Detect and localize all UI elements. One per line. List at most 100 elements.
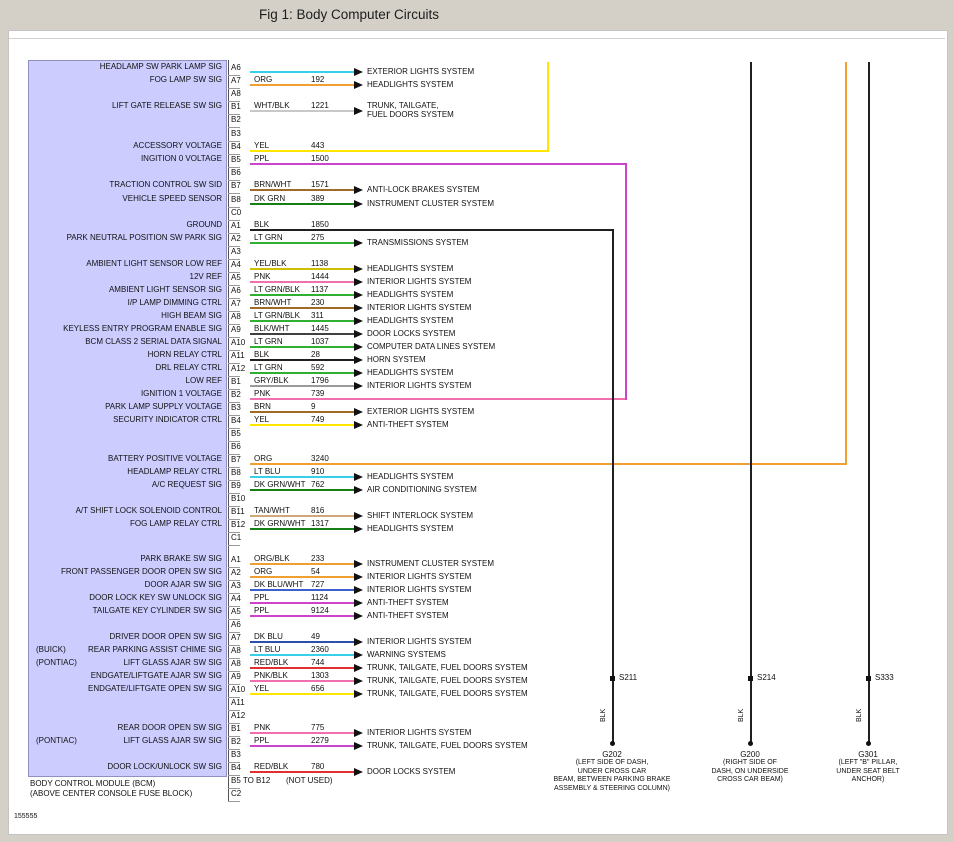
wire-color-label: RED/BLK bbox=[254, 658, 289, 667]
wire-line bbox=[250, 463, 847, 465]
pin-label: A3 bbox=[231, 247, 241, 256]
pin-label: B3 bbox=[231, 128, 241, 138]
pin-tick bbox=[228, 402, 240, 403]
signal-label: PARK BRAKE SW SIG bbox=[140, 554, 222, 563]
signal-label: HIGH BEAM SIG bbox=[161, 311, 222, 320]
connector-label: C2 bbox=[231, 789, 242, 798]
pin-label: A4 bbox=[231, 260, 241, 269]
signal-label: VEHICLE SPEED SENSOR bbox=[122, 193, 222, 203]
signal-label: INGITION 0 VOLTAGE bbox=[140, 153, 222, 163]
pin-tick bbox=[228, 671, 240, 672]
wire-arrow-icon bbox=[354, 186, 363, 195]
destination-label: INTERIOR LIGHTS SYSTEM bbox=[367, 572, 472, 581]
pin-tick bbox=[228, 285, 240, 286]
pin-tick bbox=[228, 153, 240, 155]
pin-tick bbox=[228, 140, 240, 142]
destination-label: TRUNK, TAILGATE, FUEL DOORS SYSTEM bbox=[367, 663, 528, 672]
circuit-number: 1850 bbox=[311, 220, 329, 229]
wire-arrow-icon bbox=[354, 573, 363, 581]
wire-line bbox=[250, 333, 354, 335]
wire-line bbox=[250, 162, 627, 165]
pin-tick bbox=[228, 272, 240, 273]
circuit-number: 775 bbox=[311, 723, 325, 732]
wire-color-label: LT GRN/BLK bbox=[254, 311, 300, 320]
wire-color-label: DK GRN/WHT bbox=[254, 480, 306, 489]
wire-arrow-icon bbox=[354, 408, 363, 416]
wire-line bbox=[250, 667, 354, 669]
circuit-number: 311 bbox=[311, 311, 324, 320]
pin-label: A5 bbox=[231, 273, 241, 282]
circuit-number: 389 bbox=[311, 193, 325, 203]
pin-tick bbox=[228, 376, 240, 377]
destination-label: EXTERIOR LIGHTS SYSTEM bbox=[367, 66, 475, 76]
signal-label: 12V REF bbox=[189, 272, 222, 281]
destination-label: SHIFT INTERLOCK SYSTEM bbox=[367, 511, 474, 520]
pin-tick bbox=[228, 180, 240, 182]
signal-label: A/T SHIFT LOCK SOLENOID CONTROL bbox=[75, 506, 222, 515]
pin-label: B4 bbox=[231, 141, 241, 151]
wire-arrow-icon bbox=[354, 768, 363, 776]
pin-tick bbox=[228, 74, 240, 76]
pin-tick bbox=[228, 363, 240, 364]
pin-tick bbox=[228, 389, 240, 390]
wire-line bbox=[250, 202, 354, 205]
pin-tick bbox=[228, 632, 240, 633]
destination-label: INTERIOR LIGHTS SYSTEM bbox=[367, 585, 472, 594]
pin-label: B1 bbox=[231, 377, 241, 386]
wire-line bbox=[250, 745, 354, 747]
signal-label: FRONT PASSENGER DOOR OPEN SW SIG bbox=[60, 567, 222, 576]
circuit-number: 592 bbox=[311, 363, 325, 372]
pin-tick bbox=[228, 219, 240, 221]
wire-arrow-icon bbox=[354, 690, 363, 698]
splice-label: S211 bbox=[619, 673, 638, 682]
wire-color-label: DK BLU/WHT bbox=[254, 580, 304, 589]
circuit-number: 656 bbox=[311, 684, 325, 693]
pin-tick bbox=[228, 532, 240, 533]
circuit-number: 780 bbox=[311, 762, 325, 771]
destination-label: INTERIOR LIGHTS SYSTEM bbox=[367, 637, 472, 646]
circuit-number: 1445 bbox=[311, 324, 329, 333]
orange-bus bbox=[845, 62, 847, 465]
destination-label: TRUNK, TAILGATE, FUEL DOORS SYSTEM bbox=[367, 676, 528, 685]
pin-tick bbox=[228, 441, 240, 442]
pin-label: A6 bbox=[231, 62, 241, 72]
wire-color-label: LT BLU bbox=[254, 645, 281, 654]
pin-label: B9 bbox=[231, 481, 241, 490]
pin-tick bbox=[228, 114, 240, 116]
destination-label: INTERIOR LIGHTS SYSTEM bbox=[367, 728, 472, 737]
wire-line bbox=[250, 489, 354, 491]
signal-label: I/P LAMP DIMMING CTRL bbox=[127, 298, 222, 307]
circuit-number: 1500 bbox=[311, 153, 329, 163]
pin-tick bbox=[228, 788, 240, 789]
wire-line bbox=[250, 242, 354, 244]
pin-label: B1 bbox=[231, 724, 241, 733]
ground-label: G301 bbox=[858, 750, 878, 759]
pin-tick bbox=[228, 127, 240, 129]
pin-tick bbox=[228, 206, 240, 208]
wire-color-label: PPL bbox=[254, 153, 270, 163]
circuit-number: 54 bbox=[311, 567, 320, 576]
circuit-number: 192 bbox=[311, 74, 325, 84]
wire-line bbox=[250, 70, 354, 73]
circuit-number: 744 bbox=[311, 658, 325, 667]
not-used-note: (NOT USED) bbox=[286, 776, 333, 785]
destination-label: TRUNK, TAILGATE, bbox=[367, 101, 439, 111]
pin-label: B6 bbox=[231, 168, 241, 178]
wire-line bbox=[250, 307, 354, 309]
pin-tick bbox=[228, 545, 240, 546]
pin-tick bbox=[228, 606, 240, 607]
wire-line bbox=[250, 83, 354, 86]
pin-tick bbox=[228, 593, 240, 594]
wire-line bbox=[250, 528, 354, 530]
pin-label: A1 bbox=[231, 555, 241, 564]
signal-label: FOG LAMP RELAY CTRL bbox=[129, 519, 222, 528]
ground-description-line: DASH, ON UNDERSIDE bbox=[711, 767, 789, 775]
pin-tick bbox=[228, 233, 240, 234]
wire-line bbox=[250, 589, 354, 591]
pin-tick bbox=[228, 311, 240, 312]
pin-label: B11 bbox=[231, 507, 245, 516]
signal-label: DOOR LOCK/UNLOCK SW SIG bbox=[107, 762, 222, 771]
wire-arrow-icon bbox=[354, 421, 363, 429]
wire-arrow-icon bbox=[354, 382, 363, 390]
